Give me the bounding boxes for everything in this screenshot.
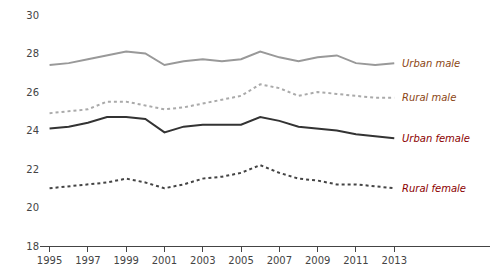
svg-text:1995: 1995 [37,255,62,266]
svg-text:2001: 2001 [152,255,177,266]
svg-text:Rural female: Rural female [402,183,466,194]
svg-text:30: 30 [26,10,39,21]
svg-text:20: 20 [26,202,39,213]
svg-text:22: 22 [26,164,39,175]
svg-text:2009: 2009 [305,255,330,266]
svg-text:26: 26 [26,87,39,98]
svg-text:18: 18 [26,241,39,252]
svg-text:2005: 2005 [228,255,253,266]
svg-text:Urban female: Urban female [402,133,470,144]
svg-text:2013: 2013 [382,255,407,266]
svg-text:24: 24 [26,125,39,136]
svg-text:2003: 2003 [190,255,215,266]
svg-text:Urban male: Urban male [402,58,460,69]
svg-text:1997: 1997 [75,255,100,266]
svg-text:2011: 2011 [343,255,368,266]
svg-text:Rural male: Rural male [402,92,456,103]
svg-text:28: 28 [26,48,39,59]
svg-text:2007: 2007 [267,255,292,266]
svg-text:1999: 1999 [113,255,138,266]
